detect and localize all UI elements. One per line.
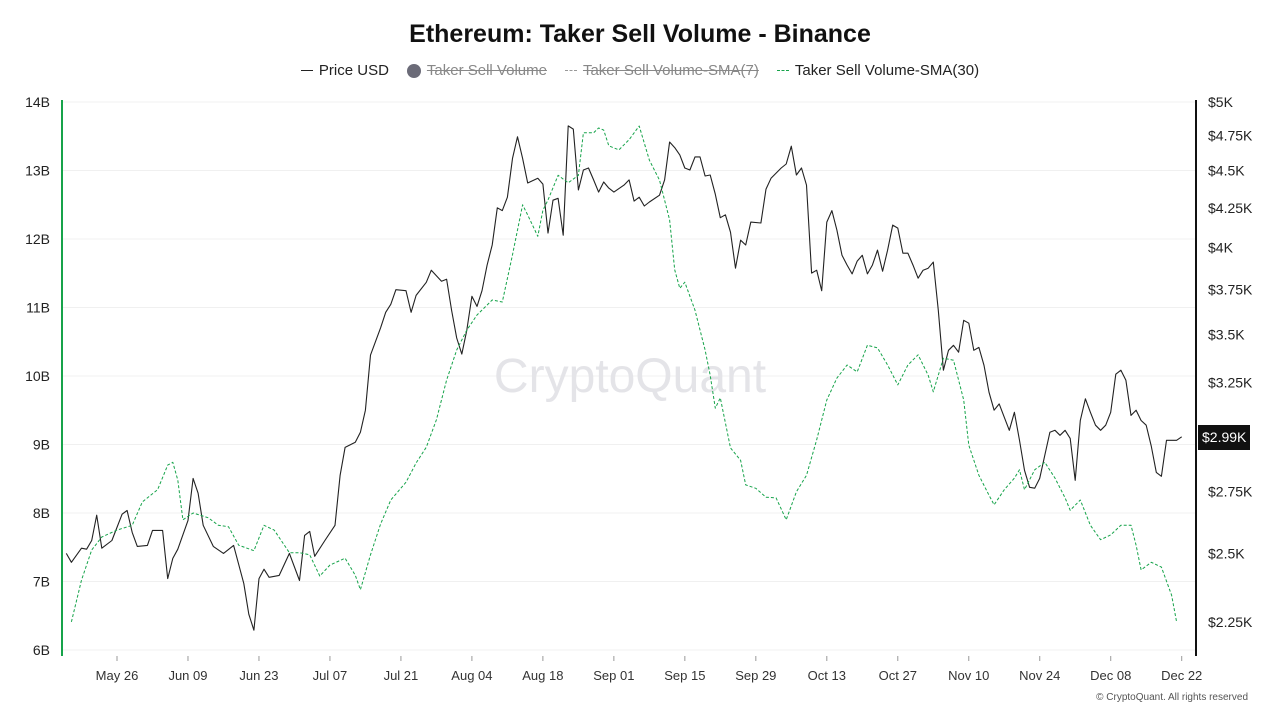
x-axis-tick-label: Aug 18 bbox=[522, 668, 563, 683]
legend-label: Price USD bbox=[318, 62, 389, 79]
dashed-line-icon bbox=[776, 70, 789, 71]
left-axis-tick-label: 7B bbox=[33, 574, 50, 590]
x-axis-tick-label: Sep 15 bbox=[664, 668, 705, 683]
x-axis-tick-label: Dec 22 bbox=[1161, 668, 1202, 683]
legend: Price USD Taker Sell Volume Taker Sell V… bbox=[0, 62, 1280, 79]
watermark: CryptoQuant bbox=[494, 350, 766, 403]
dashed-line-icon bbox=[564, 70, 577, 71]
taker-sell-volume-sma30-line bbox=[70, 125, 1178, 623]
x-axis-tick-label: Jul 21 bbox=[384, 668, 419, 683]
right-axis-tick-label: $3.75K bbox=[1208, 281, 1253, 297]
legend-item-sma7[interactable]: Taker Sell Volume-SMA(7) bbox=[564, 62, 759, 79]
x-axis-tick-label: Oct 13 bbox=[808, 668, 846, 683]
right-axis-tick-label: $2.25K bbox=[1208, 614, 1253, 630]
left-axis-tick-label: 12B bbox=[25, 231, 50, 247]
x-axis-tick-label: Aug 04 bbox=[451, 668, 492, 683]
left-axis-tick-label: 8B bbox=[33, 505, 50, 521]
price-usd-line bbox=[65, 125, 1183, 631]
x-axis-tick-label: Oct 27 bbox=[879, 668, 917, 683]
copyright: © CryptoQuant. All rights reserved bbox=[1096, 692, 1248, 703]
x-axis-tick-label: Jun 23 bbox=[239, 668, 278, 683]
legend-label: Taker Sell Volume-SMA(7) bbox=[582, 62, 759, 79]
x-axis-tick-label: Jun 09 bbox=[168, 668, 207, 683]
right-axis-tick-label: $4.75K bbox=[1208, 127, 1253, 143]
right-axis-tick-label: $2.5K bbox=[1208, 545, 1245, 561]
x-axis-tick-label: Sep 29 bbox=[735, 668, 776, 683]
left-axis-tick-label: 6B bbox=[33, 642, 50, 658]
x-axis-tick-label: Nov 10 bbox=[948, 668, 989, 683]
left-axis-tick-label: 9B bbox=[33, 437, 50, 453]
legend-item-sma30[interactable]: Taker Sell Volume-SMA(30) bbox=[776, 62, 980, 79]
right-axis-tick-label: $4.5K bbox=[1208, 163, 1245, 179]
legend-item-price-usd[interactable]: Price USD bbox=[300, 62, 389, 79]
right-axis-tick-label: $4K bbox=[1208, 239, 1234, 255]
left-axis-tick-label: 11B bbox=[26, 300, 50, 316]
x-axis-tick-label: May 26 bbox=[96, 668, 139, 683]
x-axis-tick-label: Dec 08 bbox=[1090, 668, 1131, 683]
legend-label: Taker Sell Volume-SMA(30) bbox=[794, 62, 980, 79]
left-axis-tick-label: 10B bbox=[25, 368, 50, 384]
right-axis-tick-label: $3.25K bbox=[1208, 375, 1253, 391]
x-axis-tick-label: Sep 01 bbox=[593, 668, 634, 683]
legend-label: Taker Sell Volume bbox=[426, 62, 547, 79]
right-axis-tick-label: $5K bbox=[1208, 94, 1234, 110]
legend-item-taker-sell-volume[interactable]: Taker Sell Volume bbox=[406, 62, 547, 79]
left-axis-tick-label: 14B bbox=[25, 94, 50, 110]
right-axis-tick-label: $4.25K bbox=[1208, 200, 1253, 216]
right-axis-tick-label: $3.5K bbox=[1208, 326, 1245, 342]
current-price-badge: $2.99K bbox=[1198, 425, 1251, 450]
chart-title: Ethereum: Taker Sell Volume - Binance bbox=[409, 20, 871, 48]
x-axis-tick-label: Jul 07 bbox=[313, 668, 348, 683]
left-axis-tick-label: 13B bbox=[25, 163, 50, 179]
solid-line-icon bbox=[300, 70, 313, 71]
right-axis-tick-label: $2.75K bbox=[1208, 483, 1253, 499]
circle-icon bbox=[406, 63, 421, 78]
x-axis-tick-label: Nov 24 bbox=[1019, 668, 1060, 683]
